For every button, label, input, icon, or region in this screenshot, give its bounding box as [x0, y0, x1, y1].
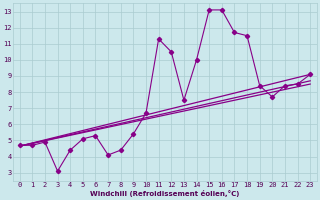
X-axis label: Windchill (Refroidissement éolien,°C): Windchill (Refroidissement éolien,°C): [90, 190, 240, 197]
